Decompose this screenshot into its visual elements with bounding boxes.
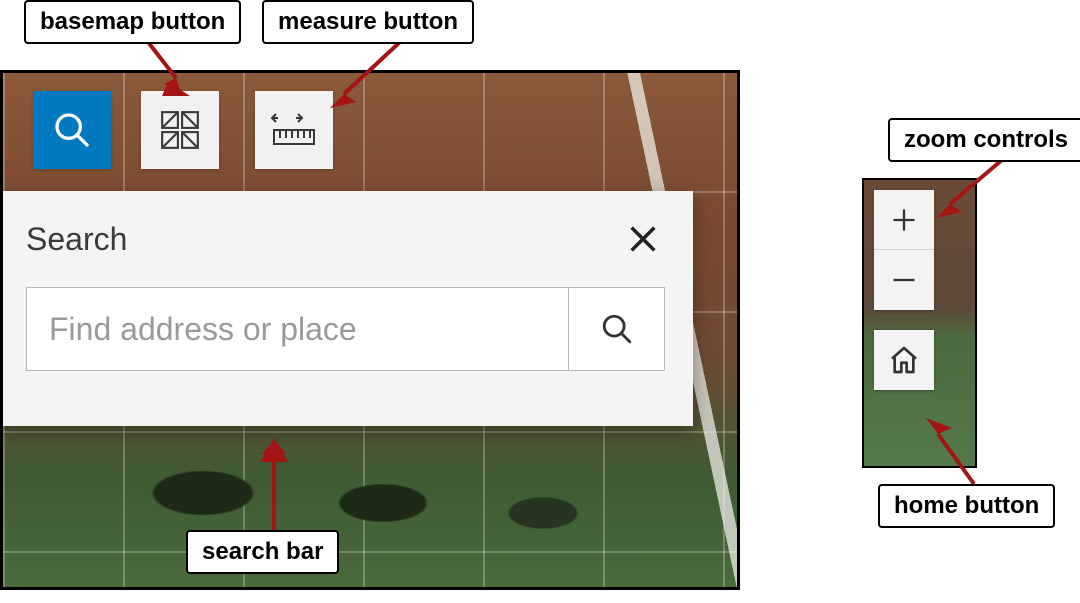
- callout-basemap: basemap button: [24, 0, 241, 44]
- home-icon: [888, 344, 920, 376]
- map-viewport-right[interactable]: [862, 178, 977, 468]
- plus-icon: [890, 206, 918, 234]
- search-submit-button[interactable]: [568, 288, 664, 370]
- search-icon: [600, 312, 634, 346]
- search-panel-title: Search: [26, 221, 127, 258]
- close-button[interactable]: [621, 217, 665, 261]
- callout-search-bar: search bar: [186, 530, 339, 574]
- callout-zoom: zoom controls: [888, 118, 1080, 162]
- search-panel: Search: [0, 191, 693, 426]
- close-icon: [626, 222, 660, 256]
- zoom-controls: [874, 190, 934, 310]
- minus-icon: [890, 266, 918, 294]
- search-button[interactable]: [33, 91, 111, 169]
- callout-home: home button: [878, 484, 1055, 528]
- zoom-in-button[interactable]: [874, 190, 934, 250]
- basemap-icon: [159, 109, 201, 151]
- search-input[interactable]: [27, 288, 568, 370]
- home-button[interactable]: [874, 330, 934, 390]
- search-icon: [52, 110, 92, 150]
- measure-button[interactable]: [255, 91, 333, 169]
- callout-measure: measure button: [262, 0, 474, 44]
- basemap-button[interactable]: [141, 91, 219, 169]
- search-input-row: [26, 287, 665, 371]
- measure-icon: [270, 108, 318, 152]
- map-viewport-left[interactable]: Search: [0, 70, 740, 590]
- zoom-out-button[interactable]: [874, 250, 934, 310]
